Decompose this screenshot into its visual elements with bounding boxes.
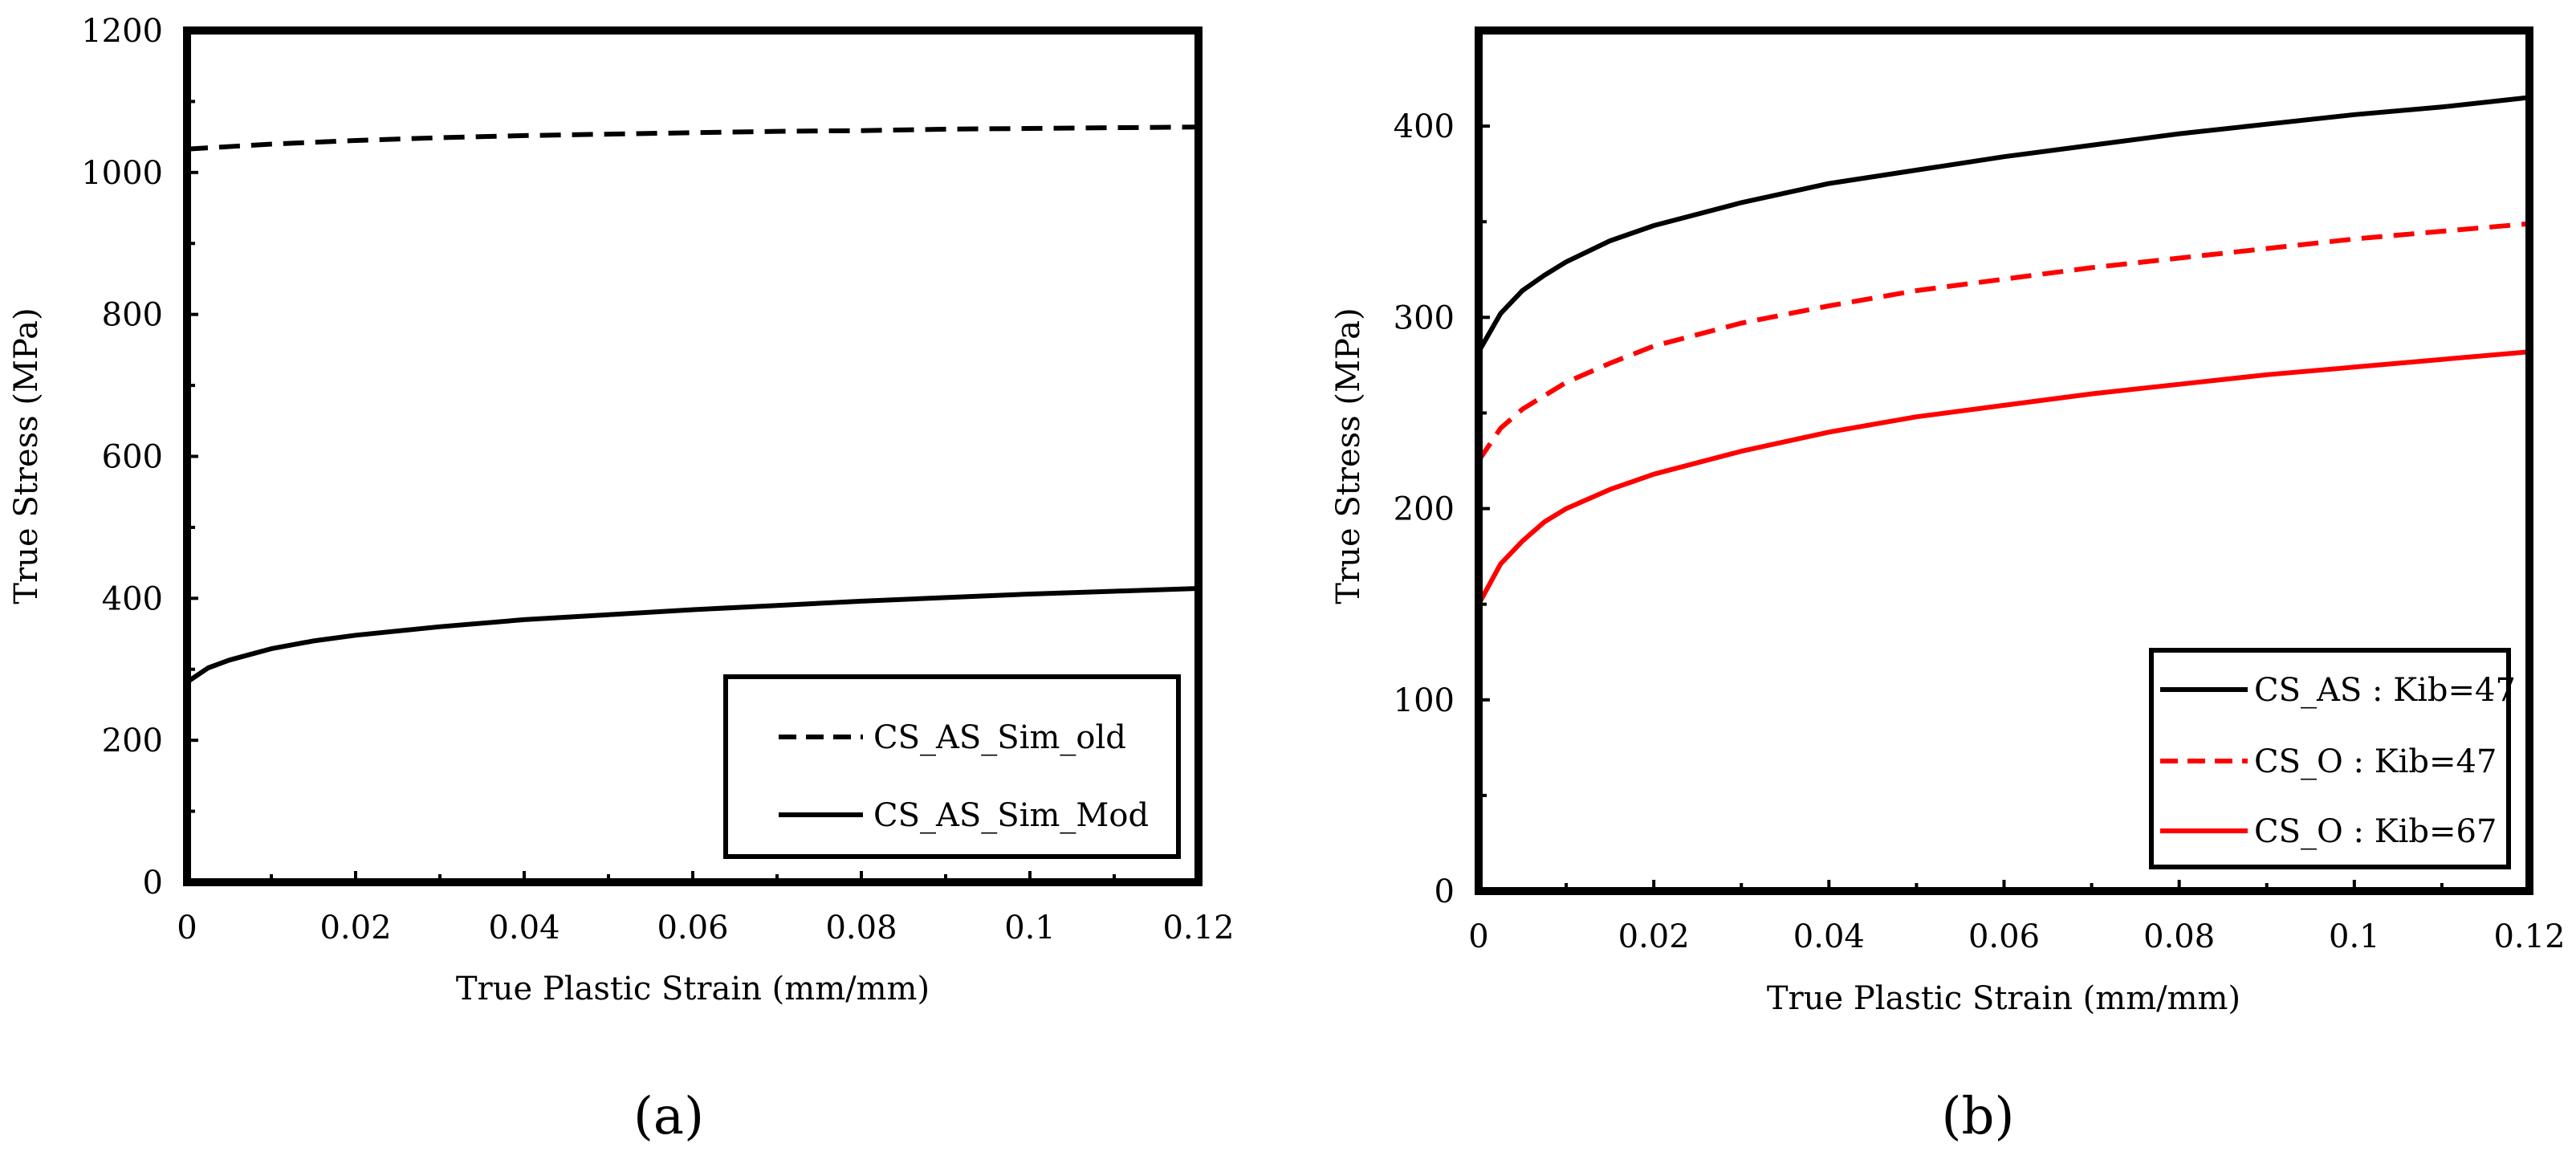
x-tick-label: 0.02 bbox=[1618, 918, 1690, 955]
legend-entry-label: CS_O : Kib=47 bbox=[2254, 743, 2497, 780]
series-line-b-2 bbox=[1479, 349, 2529, 606]
x-tick-label: 0.06 bbox=[657, 910, 728, 946]
y-tick-label: 400 bbox=[1394, 108, 1455, 145]
x-tick-label: 0.1 bbox=[1004, 910, 1056, 946]
y-axis-label: True Stress (MPa) bbox=[1330, 307, 1367, 604]
x-tick-label: 0 bbox=[177, 910, 197, 946]
x-tick-label: 0.04 bbox=[1793, 918, 1865, 955]
legend-box bbox=[723, 674, 1181, 859]
y-tick-label: 1200 bbox=[81, 13, 163, 50]
x-tick-label: 0.12 bbox=[1162, 910, 1234, 946]
y-tick-label: 800 bbox=[102, 297, 163, 334]
series-line-a-1 bbox=[187, 586, 1198, 685]
y-tick-label: 0 bbox=[143, 865, 163, 902]
x-axis-label: True Plastic Strain (mm/mm) bbox=[1767, 980, 2240, 1017]
x-tick-label: 0.12 bbox=[2493, 918, 2565, 955]
series-line-b-1 bbox=[1479, 221, 2529, 462]
legend-entry-label: CS_AS_Sim_Mod bbox=[873, 797, 1149, 834]
legend-a: CS_AS_Sim_old CS_AS_Sim_Mod bbox=[723, 674, 1181, 859]
y-tick-label: 400 bbox=[102, 580, 163, 617]
x-tick-label: 0 bbox=[1468, 918, 1488, 955]
y-tick-label: 100 bbox=[1394, 682, 1455, 719]
y-axis-label: True Stress (MPa) bbox=[8, 307, 45, 604]
series-line-b-0 bbox=[1479, 95, 2529, 353]
chart-a: 0 0.02 0.04 0.06 0.08 0.1 0.12 0 200 400 600 800 100… bbox=[8, 13, 1235, 1146]
y-tick-label: 200 bbox=[1394, 491, 1455, 528]
legend-entry-label: CS_AS : Kib=47 bbox=[2254, 672, 2516, 709]
x-axis-label: True Plastic Strain (mm/mm) bbox=[456, 971, 930, 1007]
y-tick-label: 200 bbox=[102, 722, 163, 759]
x-tick-label: 0.02 bbox=[319, 910, 391, 946]
y-tick-label: 0 bbox=[1435, 873, 1455, 910]
series-line-a-0 bbox=[187, 124, 1198, 152]
y-tick-label: 300 bbox=[1394, 299, 1455, 336]
x-tick-label: 0.08 bbox=[2143, 918, 2215, 955]
legend-entry-label: CS_AS_Sim_old bbox=[873, 719, 1126, 756]
x-tick-label: 0.04 bbox=[488, 910, 560, 946]
x-tick-label: 0.06 bbox=[1968, 918, 2040, 955]
legend-entry-label: CS_O : Kib=67 bbox=[2254, 813, 2497, 850]
y-tick-label: 1000 bbox=[81, 155, 163, 192]
x-tick-label: 0.08 bbox=[825, 910, 897, 946]
chart-b: 0 0.02 0.04 0.06 0.08 0.1 0.12 0 100 200 300 400 Tru… bbox=[1330, 26, 2566, 1146]
legend-b: CS_AS : Kib=47 CS_O : Kib=47 CS_O : Kib=67 bbox=[2149, 648, 2516, 869]
panel-label: (a) bbox=[633, 1087, 704, 1146]
y-tick-label: 600 bbox=[102, 439, 163, 476]
x-tick-label: 0.1 bbox=[2329, 918, 2380, 955]
panel-label: (b) bbox=[1942, 1087, 2015, 1146]
